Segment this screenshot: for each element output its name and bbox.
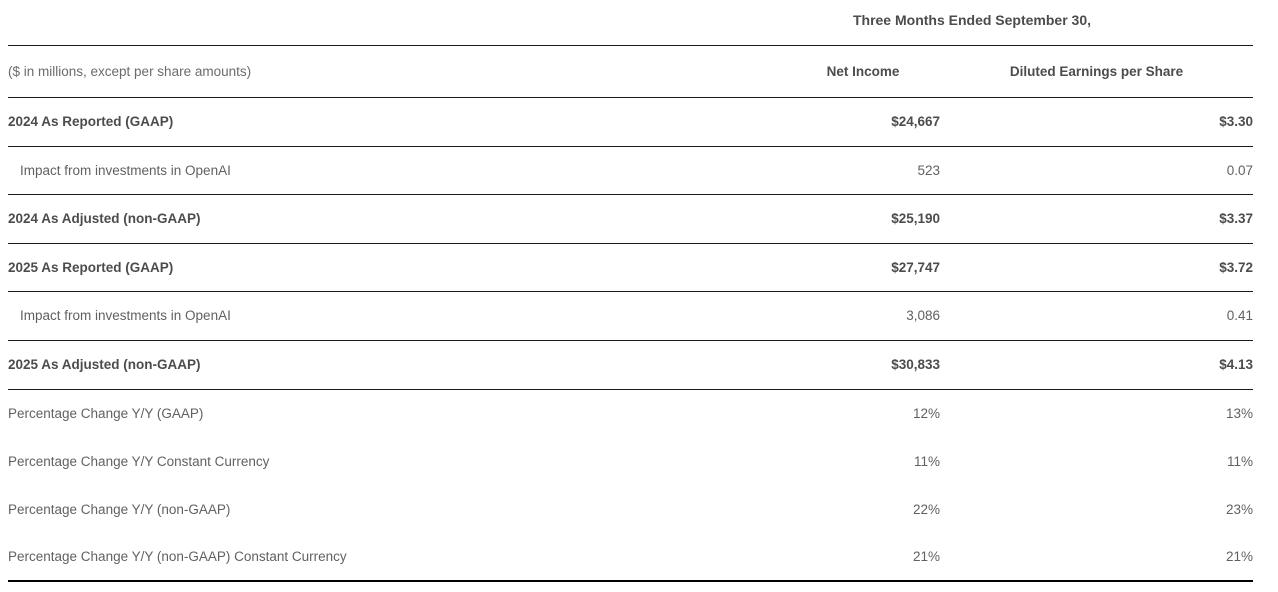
diluted-eps-value: 11% [1226,453,1253,469]
row-label: 2025 As Reported (GAAP) [8,259,174,275]
net-income-value: $25,190 [891,211,940,226]
column-header-row: ($ in millions, except per share amounts… [8,45,1253,97]
row-label: Impact from investments in OpenAI [20,308,231,323]
net-income-value: 11% [913,453,940,469]
row-label: Impact from investments in OpenAI [20,162,231,178]
period-title-row: Three Months Ended September 30, [8,0,1253,45]
table-row: Impact from investments in OpenAI 523 0.… [8,146,1253,194]
diluted-eps-value: $3.30 [1219,114,1253,129]
row-label: 2025 As Adjusted (non-GAAP) [8,357,201,372]
net-income-value: $27,747 [891,259,940,275]
net-income-value: $24,667 [891,114,940,129]
row-label: 2024 As Reported (GAAP) [8,114,174,129]
table-row: 2025 As Adjusted (non-GAAP) $30,833 $4.1… [8,340,1253,389]
diluted-eps-value: 23% [1225,501,1253,517]
row-label: Percentage Change Y/Y (non-GAAP) [8,501,231,517]
diluted-eps-value: 13% [1225,405,1253,421]
net-income-value: 12% [912,405,940,421]
net-income-value: 3,086 [906,308,940,323]
earnings-reconciliation-table: Three Months Ended September 30, ($ in m… [8,0,1253,582]
diluted-eps-value: $3.37 [1219,211,1253,226]
row-label: Percentage Change Y/Y Constant Currency [8,453,270,469]
diluted-eps-value: $3.72 [1219,259,1253,275]
column-header-net-income: Net Income [826,63,900,79]
financial-table-container: Three Months Ended September 30, ($ in m… [8,0,1253,582]
diluted-eps-value: 21% [1225,549,1253,564]
table-row: Percentage Change Y/Y (non-GAAP) Constan… [8,533,1253,581]
table-row: 2024 As Adjusted (non-GAAP) $25,190 $3.3… [8,194,1253,243]
row-label: 2024 As Adjusted (non-GAAP) [8,211,201,226]
units-note: ($ in millions, except per share amounts… [8,63,252,79]
table-row: 2024 As Reported (GAAP) $24,667 $3.30 [8,97,1253,146]
diluted-eps-value: 0.41 [1226,308,1253,323]
column-header-diluted-eps: Diluted Earnings per Share [1009,63,1184,79]
net-income-value: 22% [912,501,940,517]
table-row: Percentage Change Y/Y Constant Currency … [8,437,1253,485]
table-row: Percentage Change Y/Y (non-GAAP) 22% 23% [8,485,1253,533]
row-label: Percentage Change Y/Y (non-GAAP) Constan… [8,549,347,564]
table-row: Percentage Change Y/Y (GAAP) 12% 13% [8,389,1253,437]
diluted-eps-value: 0.07 [1226,162,1253,178]
table-row: 2025 As Reported (GAAP) $27,747 $3.72 [8,243,1253,291]
period-title: Three Months Ended September 30, [852,12,1092,29]
net-income-value: 523 [917,162,940,178]
net-income-value: 21% [912,549,940,564]
row-label: Percentage Change Y/Y (GAAP) [8,405,204,421]
empty-corner-cell [8,0,786,45]
diluted-eps-value: $4.13 [1219,357,1253,372]
table-row: Impact from investments in OpenAI 3,086 … [8,291,1253,340]
net-income-value: $30,833 [891,357,940,372]
